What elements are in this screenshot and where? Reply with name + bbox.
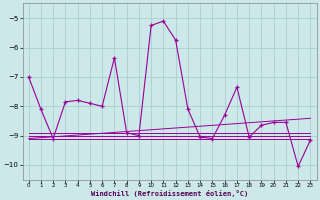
X-axis label: Windchill (Refroidissement éolien,°C): Windchill (Refroidissement éolien,°C) [91,190,248,197]
